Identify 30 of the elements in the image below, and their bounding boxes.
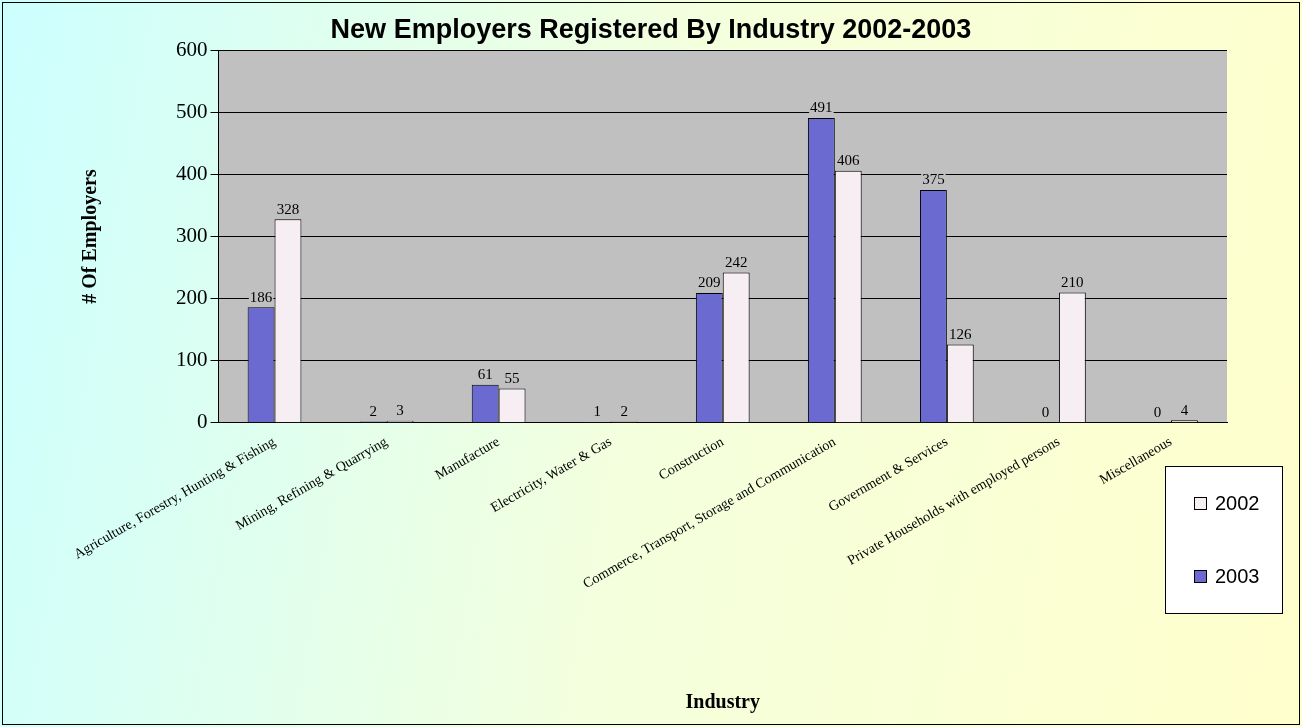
data-label: 242: [724, 253, 748, 270]
y-tick-label: 100: [176, 347, 208, 372]
legend-label: 2002: [1215, 492, 1260, 515]
data-label: 126: [949, 325, 973, 342]
y-tick-label: 0: [197, 409, 208, 434]
y-tick-label: 600: [176, 36, 208, 61]
data-label: 491: [810, 99, 833, 116]
data-label: 1: [593, 403, 601, 420]
x-axis-title: Industry: [685, 690, 760, 714]
chart-title: New Employers Registered By Industry 2002-2003: [330, 13, 972, 44]
data-label: 2: [620, 402, 628, 419]
data-label: 61: [477, 366, 493, 383]
y-tick-label: 500: [176, 98, 208, 123]
data-label: 375: [922, 171, 945, 188]
data-label: 3: [396, 402, 404, 419]
y-tick-label: 200: [176, 285, 208, 310]
data-label: 4: [1180, 401, 1189, 418]
data-label: 0: [1041, 404, 1050, 421]
data-label: 0: [1153, 404, 1162, 421]
data-label: 328: [276, 200, 300, 217]
data-label: 55: [504, 369, 520, 386]
y-tick-label: 400: [176, 161, 208, 186]
data-label: 2: [369, 402, 377, 419]
data-label: 186: [249, 288, 273, 305]
y-axis-title: # Of Employers: [78, 169, 102, 304]
legend-label: 2003: [1215, 565, 1260, 588]
y-tick-label: 300: [176, 223, 208, 248]
data-label: 209: [698, 274, 721, 291]
data-label: 210: [1061, 273, 1084, 290]
data-label: 406: [837, 152, 860, 169]
